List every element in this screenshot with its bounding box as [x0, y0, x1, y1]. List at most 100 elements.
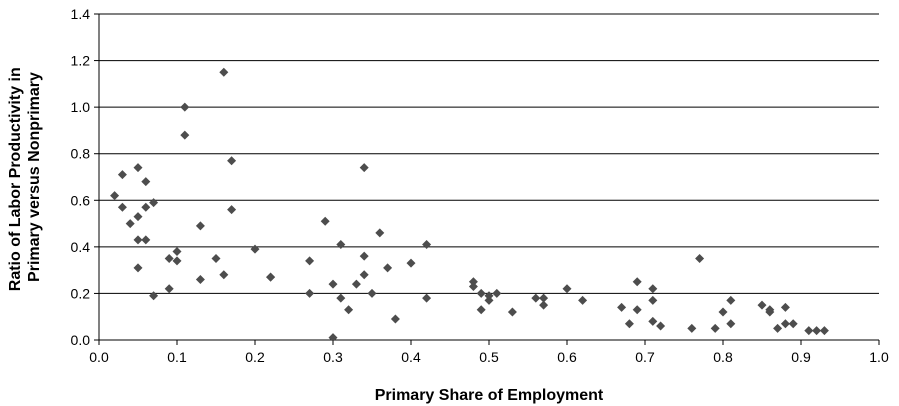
x-tick-label-9: 0.9: [791, 349, 811, 365]
data-point-78: [773, 323, 783, 333]
data-point-44: [390, 314, 400, 324]
data-point-7: [133, 263, 143, 273]
data-point-40: [359, 270, 369, 280]
data-point-65: [648, 295, 658, 305]
y-tick-label-3: 0.6: [71, 192, 91, 208]
x-tick-label-7: 0.7: [635, 349, 655, 365]
data-point-72: [718, 307, 728, 317]
data-point-1: [117, 170, 127, 180]
data-point-84: [819, 326, 829, 336]
y-tick-label-7: 1.4: [71, 6, 91, 22]
data-point-57: [539, 293, 549, 303]
data-point-26: [250, 244, 260, 254]
data-point-18: [180, 102, 190, 112]
data-point-36: [344, 305, 354, 315]
axes: [94, 13, 880, 345]
data-point-33: [328, 333, 338, 343]
data-point-58: [539, 300, 549, 310]
data-point-28: [266, 272, 276, 282]
data-point-83: [812, 326, 822, 336]
data-point-68: [656, 321, 666, 331]
x-tick-label-6: 0.6: [557, 349, 577, 365]
data-point-17: [180, 130, 190, 140]
data-point-73: [726, 295, 736, 305]
x-tick-label-0: 0.0: [89, 349, 109, 365]
data-point-71: [710, 323, 720, 333]
data-point-3: [125, 219, 135, 229]
data-point-60: [578, 295, 588, 305]
data-point-42: [375, 228, 385, 238]
data-point-62: [624, 319, 634, 329]
x-tick-label-4: 0.4: [401, 349, 421, 365]
data-point-43: [383, 263, 393, 273]
data-point-51: [476, 305, 486, 315]
data-point-55: [507, 307, 517, 317]
data-point-31: [320, 216, 330, 226]
data-point-46: [422, 240, 432, 250]
x-tick-labels: 0.0 0.1 0.2 0.3 0.4 0.5 0.6 0.7 0.8 0.9 1.0: [89, 349, 889, 365]
y-tick-label-0: 0.0: [71, 332, 91, 348]
data-points: [110, 67, 829, 343]
data-point-66: [648, 284, 658, 294]
data-point-15: [172, 247, 182, 257]
data-point-81: [788, 319, 798, 329]
data-point-74: [726, 319, 736, 329]
data-point-39: [359, 251, 369, 261]
data-point-79: [780, 319, 790, 329]
y-tick-label-2: 0.4: [71, 239, 91, 255]
x-tick-label-1: 0.1: [167, 349, 187, 365]
data-point-20: [195, 274, 205, 284]
data-point-12: [149, 291, 159, 301]
data-point-64: [632, 305, 642, 315]
data-point-6: [133, 235, 143, 245]
data-point-16: [172, 256, 182, 266]
y-axis-title: Ratio of Labor Productivity in Primary v…: [7, 63, 43, 291]
data-point-63: [632, 277, 642, 287]
data-point-8: [141, 177, 151, 187]
y-axis-title-line-2: Primary versus Nonprimary: [26, 72, 43, 282]
data-point-25: [227, 156, 237, 166]
data-point-69: [687, 323, 697, 333]
data-point-70: [695, 254, 705, 263]
x-tick-label-10: 1.0: [869, 349, 889, 365]
data-point-75: [757, 300, 767, 310]
data-point-23: [219, 270, 229, 280]
data-point-10: [141, 235, 151, 245]
data-point-35: [336, 293, 346, 303]
data-point-47: [422, 293, 432, 303]
y-tick-label-4: 0.8: [71, 146, 91, 162]
data-point-13: [164, 254, 174, 263]
data-point-38: [359, 163, 369, 173]
data-point-24: [227, 205, 237, 215]
data-point-52: [484, 295, 494, 305]
x-tick-label-2: 0.2: [245, 349, 265, 365]
gridlines: [99, 13, 879, 294]
y-tick-label-5: 1.0: [71, 99, 91, 115]
data-point-48: [468, 277, 478, 287]
x-tick-label-8: 0.8: [713, 349, 733, 365]
x-tick-label-5: 0.5: [479, 349, 499, 365]
data-point-59: [562, 284, 572, 294]
data-point-5: [133, 212, 143, 222]
data-point-22: [219, 67, 229, 77]
y-tick-labels: 0.0 0.2 0.4 0.6 0.8 1.0 1.2 1.4: [71, 6, 91, 348]
y-tick-label-6: 1.2: [71, 53, 91, 69]
data-point-49: [468, 281, 478, 291]
y-axis-title-line-1: Ratio of Labor Productivity in: [7, 67, 24, 291]
data-point-67: [648, 316, 658, 326]
data-point-41: [367, 288, 377, 298]
data-point-29: [305, 256, 315, 266]
data-point-4: [133, 163, 143, 173]
data-point-14: [164, 284, 174, 294]
data-point-61: [617, 302, 627, 312]
data-point-53: [484, 291, 494, 301]
data-point-11: [149, 198, 159, 208]
data-point-50: [476, 288, 486, 298]
data-point-2: [117, 202, 127, 212]
data-point-32: [328, 279, 338, 289]
data-point-0: [110, 191, 120, 201]
x-axis-title: Primary Share of Employment: [375, 387, 604, 404]
data-point-9: [141, 202, 151, 212]
data-point-80: [780, 302, 790, 312]
